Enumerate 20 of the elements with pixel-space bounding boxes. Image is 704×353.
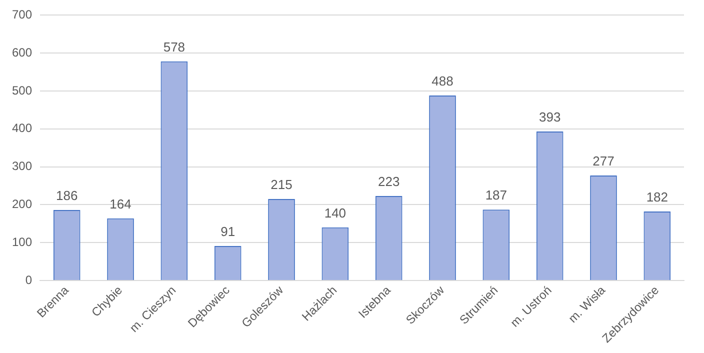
data-label: 140 [324, 205, 346, 220]
y-tick-label: 100 [12, 234, 32, 249]
data-label: 215 [270, 177, 292, 192]
data-label: 488 [432, 74, 454, 89]
data-label: 393 [538, 110, 561, 125]
data-label: 578 [163, 40, 186, 55]
data-label: 277 [592, 154, 614, 169]
y-tick-label: 400 [12, 121, 32, 136]
data-label: 182 [646, 190, 668, 205]
data-label: 223 [378, 174, 400, 190]
y-tick-label: 300 [12, 159, 32, 174]
y-tick-label: 0 [25, 272, 32, 287]
data-label: 164 [110, 196, 132, 212]
data-label: 186 [56, 188, 78, 204]
y-tick-label: 700 [12, 8, 32, 22]
data-label: 187 [485, 188, 508, 203]
y-tick-label: 600 [12, 45, 32, 60]
y-tick-label: 500 [12, 83, 32, 98]
data-label: 91 [220, 224, 236, 240]
y-tick-label: 200 [12, 196, 32, 211]
